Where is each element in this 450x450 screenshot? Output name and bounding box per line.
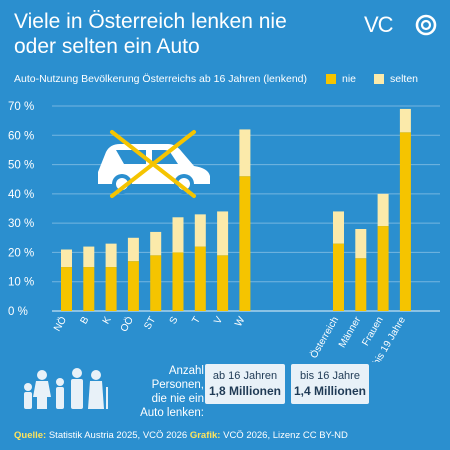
- svg-text:VC: VC: [364, 14, 394, 36]
- chart-subtitle: Auto-Nutzung Bevölkerung Österreichs ab …: [14, 73, 307, 85]
- x-tick-label: W: [233, 315, 248, 329]
- source-line: Quelle: Statistik Austria 2025, VCÖ 2026…: [14, 430, 348, 441]
- bar-selten: [83, 246, 95, 268]
- graphic-label: Grafik:: [189, 430, 221, 441]
- car-crossed-out-icon: [98, 130, 210, 198]
- bar-selten: [355, 229, 367, 259]
- bar-nie: [150, 255, 162, 311]
- vco-logo-icon: VC: [364, 14, 437, 36]
- stacked-bar-chart: 0 % 10 % 20 % 30 % 40 % 50 % 60 % 70 % NÖ B K OÖ ST S…: [8, 101, 440, 362]
- y-tick-label: 20 %: [8, 247, 34, 259]
- legend-label-nie: nie: [342, 73, 357, 85]
- count-box-value: 1,4 Millionen: [293, 384, 366, 398]
- graphic-text: VCÖ 2026, Lizenz CC BY-ND: [223, 430, 348, 441]
- legend-label-selten: selten: [390, 73, 419, 85]
- y-tick-label: 50 %: [8, 160, 34, 172]
- y-tick-label: 60 %: [8, 130, 34, 142]
- bar-selten: [217, 211, 229, 256]
- bar-nie: [399, 132, 411, 311]
- bar-nie: [127, 261, 139, 311]
- x-tick-label: Männer: [337, 314, 364, 349]
- x-tick-label: V: [212, 315, 225, 327]
- bar-selten: [150, 231, 162, 256]
- bar-selten: [127, 237, 139, 262]
- bar-selten: [377, 193, 389, 227]
- y-tick-label: 40 %: [8, 189, 34, 201]
- x-tick-label: Österreich: [308, 315, 341, 361]
- bar-nie: [83, 267, 95, 311]
- bar-nie: [194, 246, 206, 311]
- y-tick-label: 70 %: [8, 101, 34, 113]
- title-line-1: Viele in Österreich lenken nie: [14, 10, 287, 33]
- bar-selten: [333, 211, 344, 244]
- bar-nie: [172, 252, 184, 311]
- y-tick-label: 30 %: [8, 218, 34, 230]
- bar-selten: [61, 249, 72, 268]
- bar-nie: [105, 267, 117, 311]
- bar-nie: [61, 267, 72, 311]
- count-box-label: bis 16 Jahre: [300, 370, 360, 382]
- bar-nie: [239, 176, 251, 311]
- legend-swatch-selten: [374, 74, 384, 84]
- count-label: Anzahl Personen, die nie ein Auto lenken…: [140, 365, 204, 419]
- bar-selten: [399, 108, 411, 133]
- y-tick-label: 10 %: [8, 277, 34, 289]
- count-box-ab-16: ab 16 Jahren 1,8 Millionen: [205, 364, 285, 404]
- bar-nie: [333, 243, 344, 311]
- bar-nie: [217, 255, 229, 311]
- x-tick-label: ST: [142, 315, 158, 332]
- source-text: Statistik Austria 2025, VCÖ 2026: [48, 430, 188, 441]
- legend-item-selten: selten: [374, 73, 418, 85]
- y-tick-label: 0 %: [8, 306, 28, 318]
- count-box-label: ab 16 Jahren: [212, 370, 278, 382]
- x-tick-label: S: [168, 315, 181, 327]
- family-group-icon: [24, 368, 108, 409]
- source-label: Quelle:: [14, 430, 47, 441]
- page-title: Viele in Österreich lenken nie oder selt…: [14, 9, 354, 59]
- bar-selten: [239, 129, 251, 177]
- count-box-bis-16: bis 16 Jahre 1,4 Millionen: [291, 364, 369, 404]
- bar-selten: [194, 214, 206, 247]
- title-line-2: oder selten ein Auto: [14, 35, 200, 58]
- bar-nie: [355, 258, 367, 311]
- count-box-value: 1,8 Millionen: [208, 384, 281, 398]
- legend-swatch-nie: [326, 74, 336, 84]
- legend-item-nie: nie: [326, 73, 356, 85]
- x-tick-label: NÖ: [51, 314, 69, 333]
- bar-selten: [172, 217, 184, 253]
- x-tick-label: OÖ: [118, 314, 136, 334]
- bar-selten: [105, 243, 117, 268]
- bar-nie: [377, 226, 389, 311]
- x-tick-label: T: [190, 315, 203, 326]
- x-tick-label: B: [79, 315, 92, 327]
- x-tick-label: K: [101, 315, 114, 327]
